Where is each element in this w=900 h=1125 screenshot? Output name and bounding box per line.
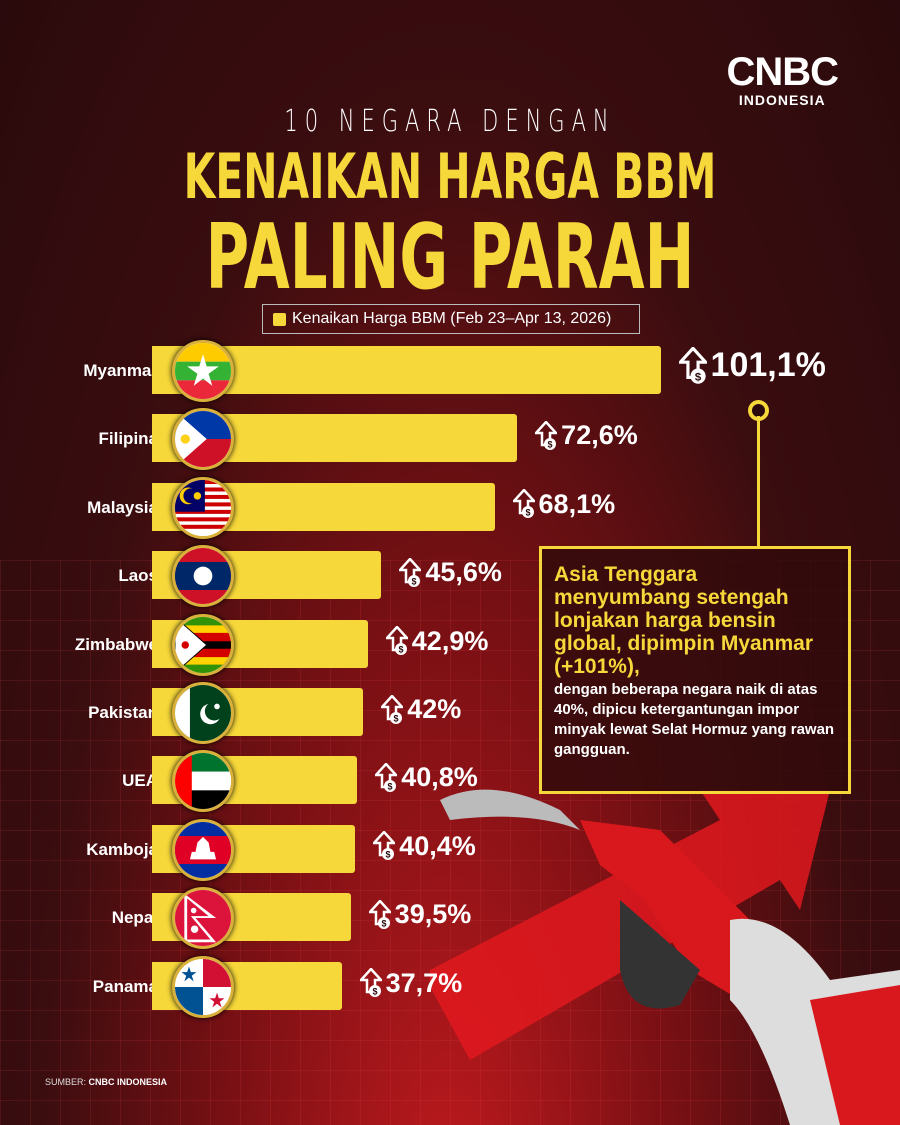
value-label: $ 42% xyxy=(381,694,461,725)
bar-row-nepal: Nepal $ 39,5% xyxy=(0,887,900,950)
source-note: SUMBER: CNBC INDONESIA xyxy=(45,1077,168,1087)
price-up-arrow-icon: $ xyxy=(373,831,396,861)
bar xyxy=(152,346,661,394)
callout-body: dengan beberapa negara naik di atas 40%,… xyxy=(554,681,835,758)
price-up-arrow-icon: $ xyxy=(375,762,398,792)
subtitle: 10 NEGARA DENGAN xyxy=(284,104,616,139)
value-label: $ 72,6% xyxy=(535,420,638,451)
category-label: UEA xyxy=(122,771,158,791)
price-up-arrow-icon: $ xyxy=(381,694,404,724)
flag-icon-uea xyxy=(172,750,234,813)
value-label: $ 40,8% xyxy=(375,762,478,793)
price-up-arrow-icon: $ xyxy=(359,968,382,998)
legend-label: Kenaikan Harga BBM (Feb 23–Apr 13, 2026) xyxy=(292,310,612,327)
flag-icon-filipina xyxy=(172,408,234,471)
svg-text:$: $ xyxy=(398,645,403,655)
flag-icon-kamboja xyxy=(172,818,234,881)
svg-text:$: $ xyxy=(381,918,386,928)
flag-icon-myanmar xyxy=(172,340,234,402)
bar-row-malaysia: Malaysia $ 68,1% xyxy=(0,476,900,539)
bar-row-filipina: Filipina $ 72,6% xyxy=(0,408,900,471)
price-up-arrow-icon: $ xyxy=(399,557,422,587)
category-label: Kamboja xyxy=(86,839,158,859)
category-label: Panama xyxy=(92,976,158,996)
bar-row-myanmar: Myanmar $ 101,1% xyxy=(0,340,900,402)
value-label: $ 68,1% xyxy=(512,489,615,520)
value-label: $ 101,1% xyxy=(678,346,826,385)
svg-text:$: $ xyxy=(388,781,393,791)
title-line-1: KENAIKAN HARGA BBM xyxy=(183,140,717,213)
svg-text:$: $ xyxy=(548,439,553,449)
callout-connector-line xyxy=(757,416,760,548)
chart-legend: Kenaikan Harga BBM (Feb 23–Apr 13, 2026) xyxy=(262,304,640,334)
bar-row-zimbabwe: Zimbabwe $ 42,9% xyxy=(0,613,900,676)
flag-icon-laos xyxy=(172,545,234,608)
flag-icon-malaysia xyxy=(172,476,234,539)
value-label: $ 45,6% xyxy=(399,557,502,588)
category-label: Pakistan xyxy=(88,703,158,722)
category-label: Zimbabwe xyxy=(74,634,158,654)
category-label: Nepal xyxy=(111,908,158,928)
title-line-2: PALING PARAH xyxy=(205,205,695,310)
flag-icon-pakistan xyxy=(172,682,234,744)
price-up-arrow-icon: $ xyxy=(512,489,535,519)
value-label: $ 42,9% xyxy=(385,626,488,657)
svg-text:$: $ xyxy=(694,371,701,383)
price-up-arrow-icon: $ xyxy=(385,626,408,656)
callout-box: Asia Tenggara menyumbang setengah lonjak… xyxy=(539,546,851,794)
price-up-arrow-icon: $ xyxy=(678,346,707,384)
svg-text:$: $ xyxy=(394,713,399,723)
price-up-arrow-icon: $ xyxy=(368,899,391,929)
flag-icon-panama xyxy=(172,955,234,1018)
svg-text:$: $ xyxy=(372,987,377,997)
flag-icon-zimbabwe xyxy=(172,613,234,676)
value-label: $ 39,5% xyxy=(368,899,471,930)
cnbc-logo: CNBC INDONESIA xyxy=(726,50,839,108)
bar-row-panama: Panama $ 37,7% xyxy=(0,955,900,1018)
legend-swatch xyxy=(273,312,286,326)
value-label: $ 40,4% xyxy=(373,831,476,862)
price-up-arrow-icon: $ xyxy=(535,420,558,450)
svg-text:$: $ xyxy=(525,508,530,518)
value-label: $ 37,7% xyxy=(359,968,462,999)
svg-text:$: $ xyxy=(412,576,417,586)
bar-row-uea: UEA $ 40,8% xyxy=(0,750,900,813)
flag-icon-nepal xyxy=(172,887,234,950)
callout-highlight: Asia Tenggara menyumbang setengah lonjak… xyxy=(554,563,814,678)
category-label: Malaysia xyxy=(87,497,158,517)
bar-row-laos: Laos $ 45,6% xyxy=(0,545,900,608)
category-label: Myanmar xyxy=(83,361,158,380)
category-label: Filipina xyxy=(98,429,159,449)
fuel-pump-illustration xyxy=(430,789,900,1125)
bar-row-pakistan: Pakistan $ 42% xyxy=(0,682,900,744)
category-label: Laos xyxy=(118,566,158,586)
svg-text:$: $ xyxy=(386,850,391,860)
bar-row-kamboja: Kamboja $ 40,4% xyxy=(0,818,900,881)
